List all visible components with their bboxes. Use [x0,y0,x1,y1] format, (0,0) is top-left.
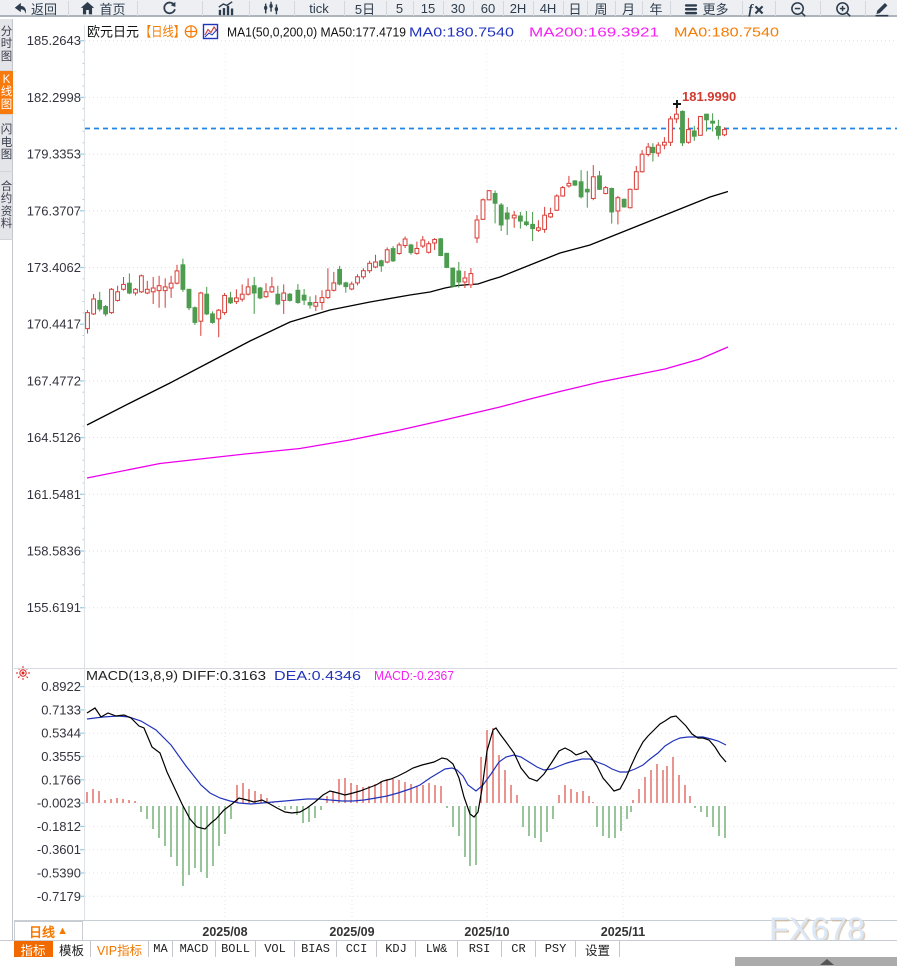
svg-text:158.5836: 158.5836 [27,544,81,559]
svg-text:DEA:0.4346: DEA:0.4346 [274,668,361,683]
svg-text:0.7133: 0.7133 [41,702,81,717]
svg-text:f: f [748,1,754,16]
svg-text:-0.3601: -0.3601 [37,842,81,857]
svg-text:0.1766: 0.1766 [41,772,81,787]
svg-text:欧元日元: 欧元日元 [87,25,139,40]
svg-text:【日线】: 【日线】 [140,25,185,40]
svg-text:181.9990: 181.9990 [682,89,736,104]
svg-text:2025/11: 2025/11 [601,925,646,939]
svg-text:0.8922: 0.8922 [41,679,81,694]
svg-text:MACD:-0.2367: MACD:-0.2367 [374,668,454,683]
svg-text:-0.0023: -0.0023 [37,796,81,811]
svg-text:164.5126: 164.5126 [27,430,81,445]
svg-text:DIFF:0.3163: DIFF:0.3163 [182,668,266,683]
svg-text:0.5344: 0.5344 [41,726,81,741]
svg-text:MA0:180.7540: MA0:180.7540 [409,25,514,40]
svg-text:2025/10: 2025/10 [464,925,509,939]
svg-text:161.5481: 161.5481 [27,487,81,502]
svg-text:170.4417: 170.4417 [27,317,81,332]
svg-text:-0.1812: -0.1812 [37,819,81,834]
svg-text:-0.7179: -0.7179 [37,889,81,904]
svg-text:MACD(13,8,9): MACD(13,8,9) [86,668,178,683]
svg-text:176.3707: 176.3707 [27,203,81,218]
svg-text:MA1(50,0,200,0) MA50:177.4719: MA1(50,0,200,0) MA50:177.4719 [227,25,406,40]
svg-text:MA0:180.7540: MA0:180.7540 [674,25,779,40]
svg-text:2025/09: 2025/09 [329,925,374,939]
svg-text:173.4062: 173.4062 [27,260,81,275]
svg-text:MA200:169.3921: MA200:169.3921 [529,25,659,40]
svg-text:182.2998: 182.2998 [27,90,81,105]
svg-text:2025/08: 2025/08 [202,925,247,939]
svg-text:155.6191: 155.6191 [27,600,81,615]
svg-text:0.3555: 0.3555 [41,749,81,764]
svg-text:179.3353: 179.3353 [27,147,81,162]
svg-text:167.4772: 167.4772 [27,373,81,388]
svg-text:-0.5390: -0.5390 [37,866,81,881]
svg-text:185.2643: 185.2643 [27,33,81,48]
